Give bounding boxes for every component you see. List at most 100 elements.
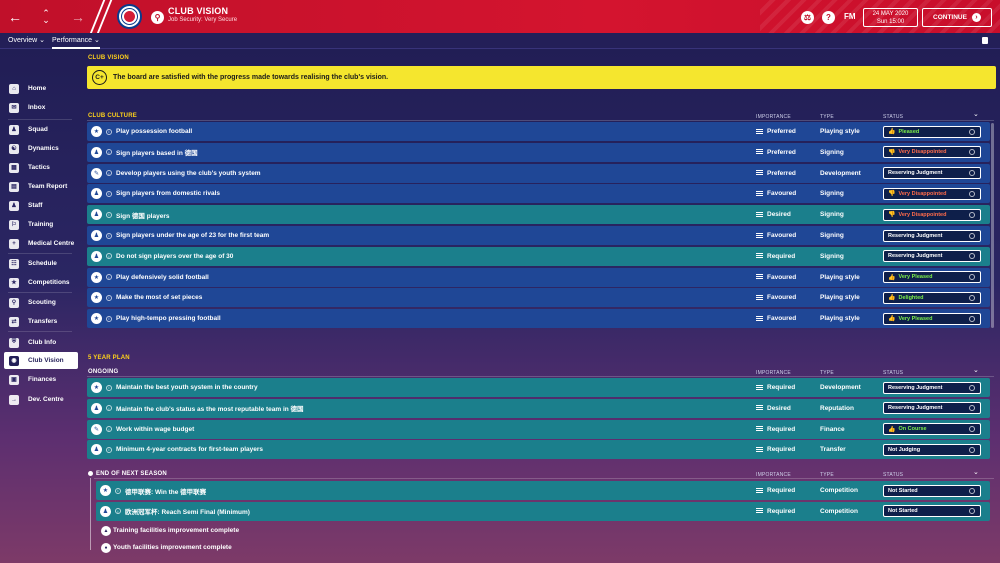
forward-button[interactable]: → — [63, 0, 93, 33]
sidebar-item-inbox[interactable]: ✉ Inbox — [4, 99, 78, 116]
sidebar-item-dev-centre[interactable]: → Dev. Centre — [4, 391, 78, 408]
status-badge[interactable]: Reserving Judgment — [883, 229, 981, 242]
table-row[interactable]: ♟ i Maintain the club's status as the most… — [87, 398, 990, 418]
sidebar-item-home[interactable]: ⌂ Home — [4, 80, 78, 97]
sidebar-item-competitions[interactable]: ★ Competitions — [4, 274, 78, 291]
importance-header[interactable]: IMPORTANCE — [756, 370, 791, 376]
importance-header[interactable]: IMPORTANCE — [756, 114, 791, 120]
date-display[interactable]: 24 MAY 2020 Sun 15:00 — [863, 8, 918, 27]
table-row[interactable]: ♟ i Sign players under the age of 23 for t… — [87, 226, 990, 245]
eye-icon[interactable] — [969, 384, 975, 391]
eye-icon[interactable] — [969, 170, 975, 177]
fm-menu[interactable]: FM — [844, 12, 856, 21]
status-badge[interactable]: 👍 Very Pleased — [883, 271, 981, 284]
sidebar-item-training[interactable]: ⚐ Training — [4, 216, 78, 233]
table-row[interactable]: ✎ i Work within wage budget Required Finance… — [87, 419, 990, 439]
table-row[interactable]: ♟ i Sign players from domestic rivals Favou… — [87, 184, 990, 204]
status-header[interactable]: STATUS — [883, 370, 904, 376]
scrollbar[interactable] — [991, 123, 994, 328]
history-button[interactable]: ⌃ ⌄ — [31, 0, 61, 33]
status-badge[interactable]: 👎 Very Disappointed — [883, 146, 981, 159]
sidebar-item-finances[interactable]: ▣ Finances — [4, 371, 78, 388]
eye-icon[interactable] — [969, 426, 975, 433]
table-row[interactable]: ✎ i Develop players using the club's youth… — [87, 163, 990, 183]
eye-icon[interactable] — [969, 315, 975, 322]
info-icon[interactable]: i — [106, 232, 112, 239]
info-icon[interactable]: i — [106, 405, 112, 412]
info-icon[interactable]: i — [106, 384, 112, 391]
eye-icon[interactable] — [969, 232, 975, 239]
search-icon[interactable]: ⚲ — [151, 11, 164, 24]
table-row[interactable]: ♟ i Do not sign players over the age of 30… — [87, 246, 990, 266]
tab-overview[interactable]: Overview ⌄ — [8, 37, 45, 44]
eye-icon[interactable] — [969, 274, 975, 281]
club-crest[interactable] — [117, 4, 142, 29]
eye-icon[interactable] — [969, 487, 975, 494]
sidebar-item-dynamics[interactable]: ☯ Dynamics — [4, 140, 78, 157]
help-icon[interactable]: ? — [822, 11, 835, 24]
eye-icon[interactable] — [969, 446, 975, 453]
info-icon[interactable]: i — [106, 294, 112, 301]
type-header[interactable]: TYPE — [820, 370, 834, 376]
back-button[interactable]: ← — [0, 0, 30, 33]
sidebar-item-tactics[interactable]: ▦ Tactics — [4, 159, 78, 176]
status-badge[interactable]: 👍 Very Pleased — [883, 312, 981, 325]
eye-icon[interactable] — [969, 149, 975, 156]
status-badge[interactable]: 👍 Delighted — [883, 291, 981, 304]
sidebar-item-transfers[interactable]: ⇄ Transfers — [4, 313, 78, 330]
status-badge[interactable]: Reserving Judgment — [883, 381, 981, 394]
sidebar-item-club-info[interactable]: ⛨ Club Info — [4, 334, 78, 351]
status-badge[interactable]: Not Started — [883, 484, 981, 497]
info-icon[interactable]: i — [106, 253, 112, 260]
info-icon[interactable]: i — [115, 487, 121, 494]
sidebar-item-scouting[interactable]: ⚲ Scouting — [4, 294, 78, 311]
lock-icon[interactable] — [982, 37, 988, 44]
status-badge[interactable]: Not Judging — [883, 443, 981, 456]
sidebar-item-club-vision[interactable]: ◉ Club Vision — [4, 352, 78, 369]
status-header[interactable]: STATUS — [883, 114, 904, 120]
table-row[interactable]: ★ i Play possession football Preferred Playi… — [87, 122, 990, 141]
collapse-chevron-icon[interactable]: ⌄ — [973, 367, 979, 374]
info-icon[interactable]: i — [106, 426, 112, 433]
status-badge[interactable]: 👍 Pleased — [883, 125, 981, 138]
status-badge[interactable]: Reserving Judgment — [883, 402, 981, 415]
tab-performance[interactable]: Performance ⌄ — [52, 36, 100, 49]
status-badge[interactable]: 👎 Very Disappointed — [883, 187, 981, 200]
info-icon[interactable]: i — [106, 128, 112, 135]
status-badge[interactable]: Reserving Judgment — [883, 167, 981, 180]
eye-icon[interactable] — [969, 294, 975, 301]
sidebar-item-team-report[interactable]: ▤ Team Report — [4, 178, 78, 195]
collapse-chevron-icon[interactable]: ⌄ — [973, 111, 979, 118]
table-row[interactable]: ♟ i 欧洲冠军杯: Reach Semi Final (Minimum) Requi… — [96, 501, 990, 521]
sidebar-item-staff[interactable]: ♟ Staff — [4, 197, 78, 214]
continue-button[interactable]: CONTINUE › — [922, 8, 992, 27]
status-badge[interactable]: Not Started — [883, 505, 981, 518]
info-icon[interactable]: i — [106, 211, 112, 218]
status-badge[interactable]: 👍 On Course — [883, 423, 981, 436]
eye-icon[interactable] — [969, 128, 975, 135]
info-icon[interactable]: i — [106, 149, 112, 156]
table-row[interactable]: ♟ i Sign players based in 德国 Preferred Signi… — [87, 142, 990, 162]
info-icon[interactable]: i — [106, 446, 112, 453]
collapse-chevron-icon[interactable]: ⌄ — [973, 469, 979, 476]
eye-icon[interactable] — [969, 211, 975, 218]
table-row[interactable]: ★ i Make the most of set pieces Favoured Pla… — [87, 288, 990, 308]
table-row[interactable]: ★ i Maintain the best youth system in the … — [87, 378, 990, 397]
info-icon[interactable]: i — [106, 274, 112, 281]
table-row[interactable]: ★ i Play high-tempo pressing football Favou… — [87, 309, 990, 329]
type-header[interactable]: TYPE — [820, 472, 834, 478]
status-badge[interactable]: 👎 Very Disappointed — [883, 208, 981, 221]
eye-icon[interactable] — [969, 190, 975, 197]
table-row[interactable]: ★ i Play defensively solid football Favoure… — [87, 267, 990, 287]
eye-icon[interactable] — [969, 508, 975, 515]
sidebar-item-medical-centre[interactable]: + Medical Centre — [4, 235, 78, 252]
info-icon[interactable]: i — [106, 315, 112, 322]
info-icon[interactable]: i — [106, 190, 112, 197]
status-badge[interactable]: Reserving Judgment — [883, 250, 981, 263]
eye-icon[interactable] — [969, 253, 975, 260]
eye-icon[interactable] — [969, 405, 975, 412]
table-row[interactable]: ★ i 德甲联赛: Win the 德甲联赛 Required Competition N… — [96, 481, 990, 500]
info-icon[interactable]: i — [106, 170, 112, 177]
table-row[interactable]: ♟ i Sign 德国 players Desired Signing 👎 Very Dis… — [87, 205, 990, 225]
info-icon[interactable]: i — [115, 508, 121, 515]
